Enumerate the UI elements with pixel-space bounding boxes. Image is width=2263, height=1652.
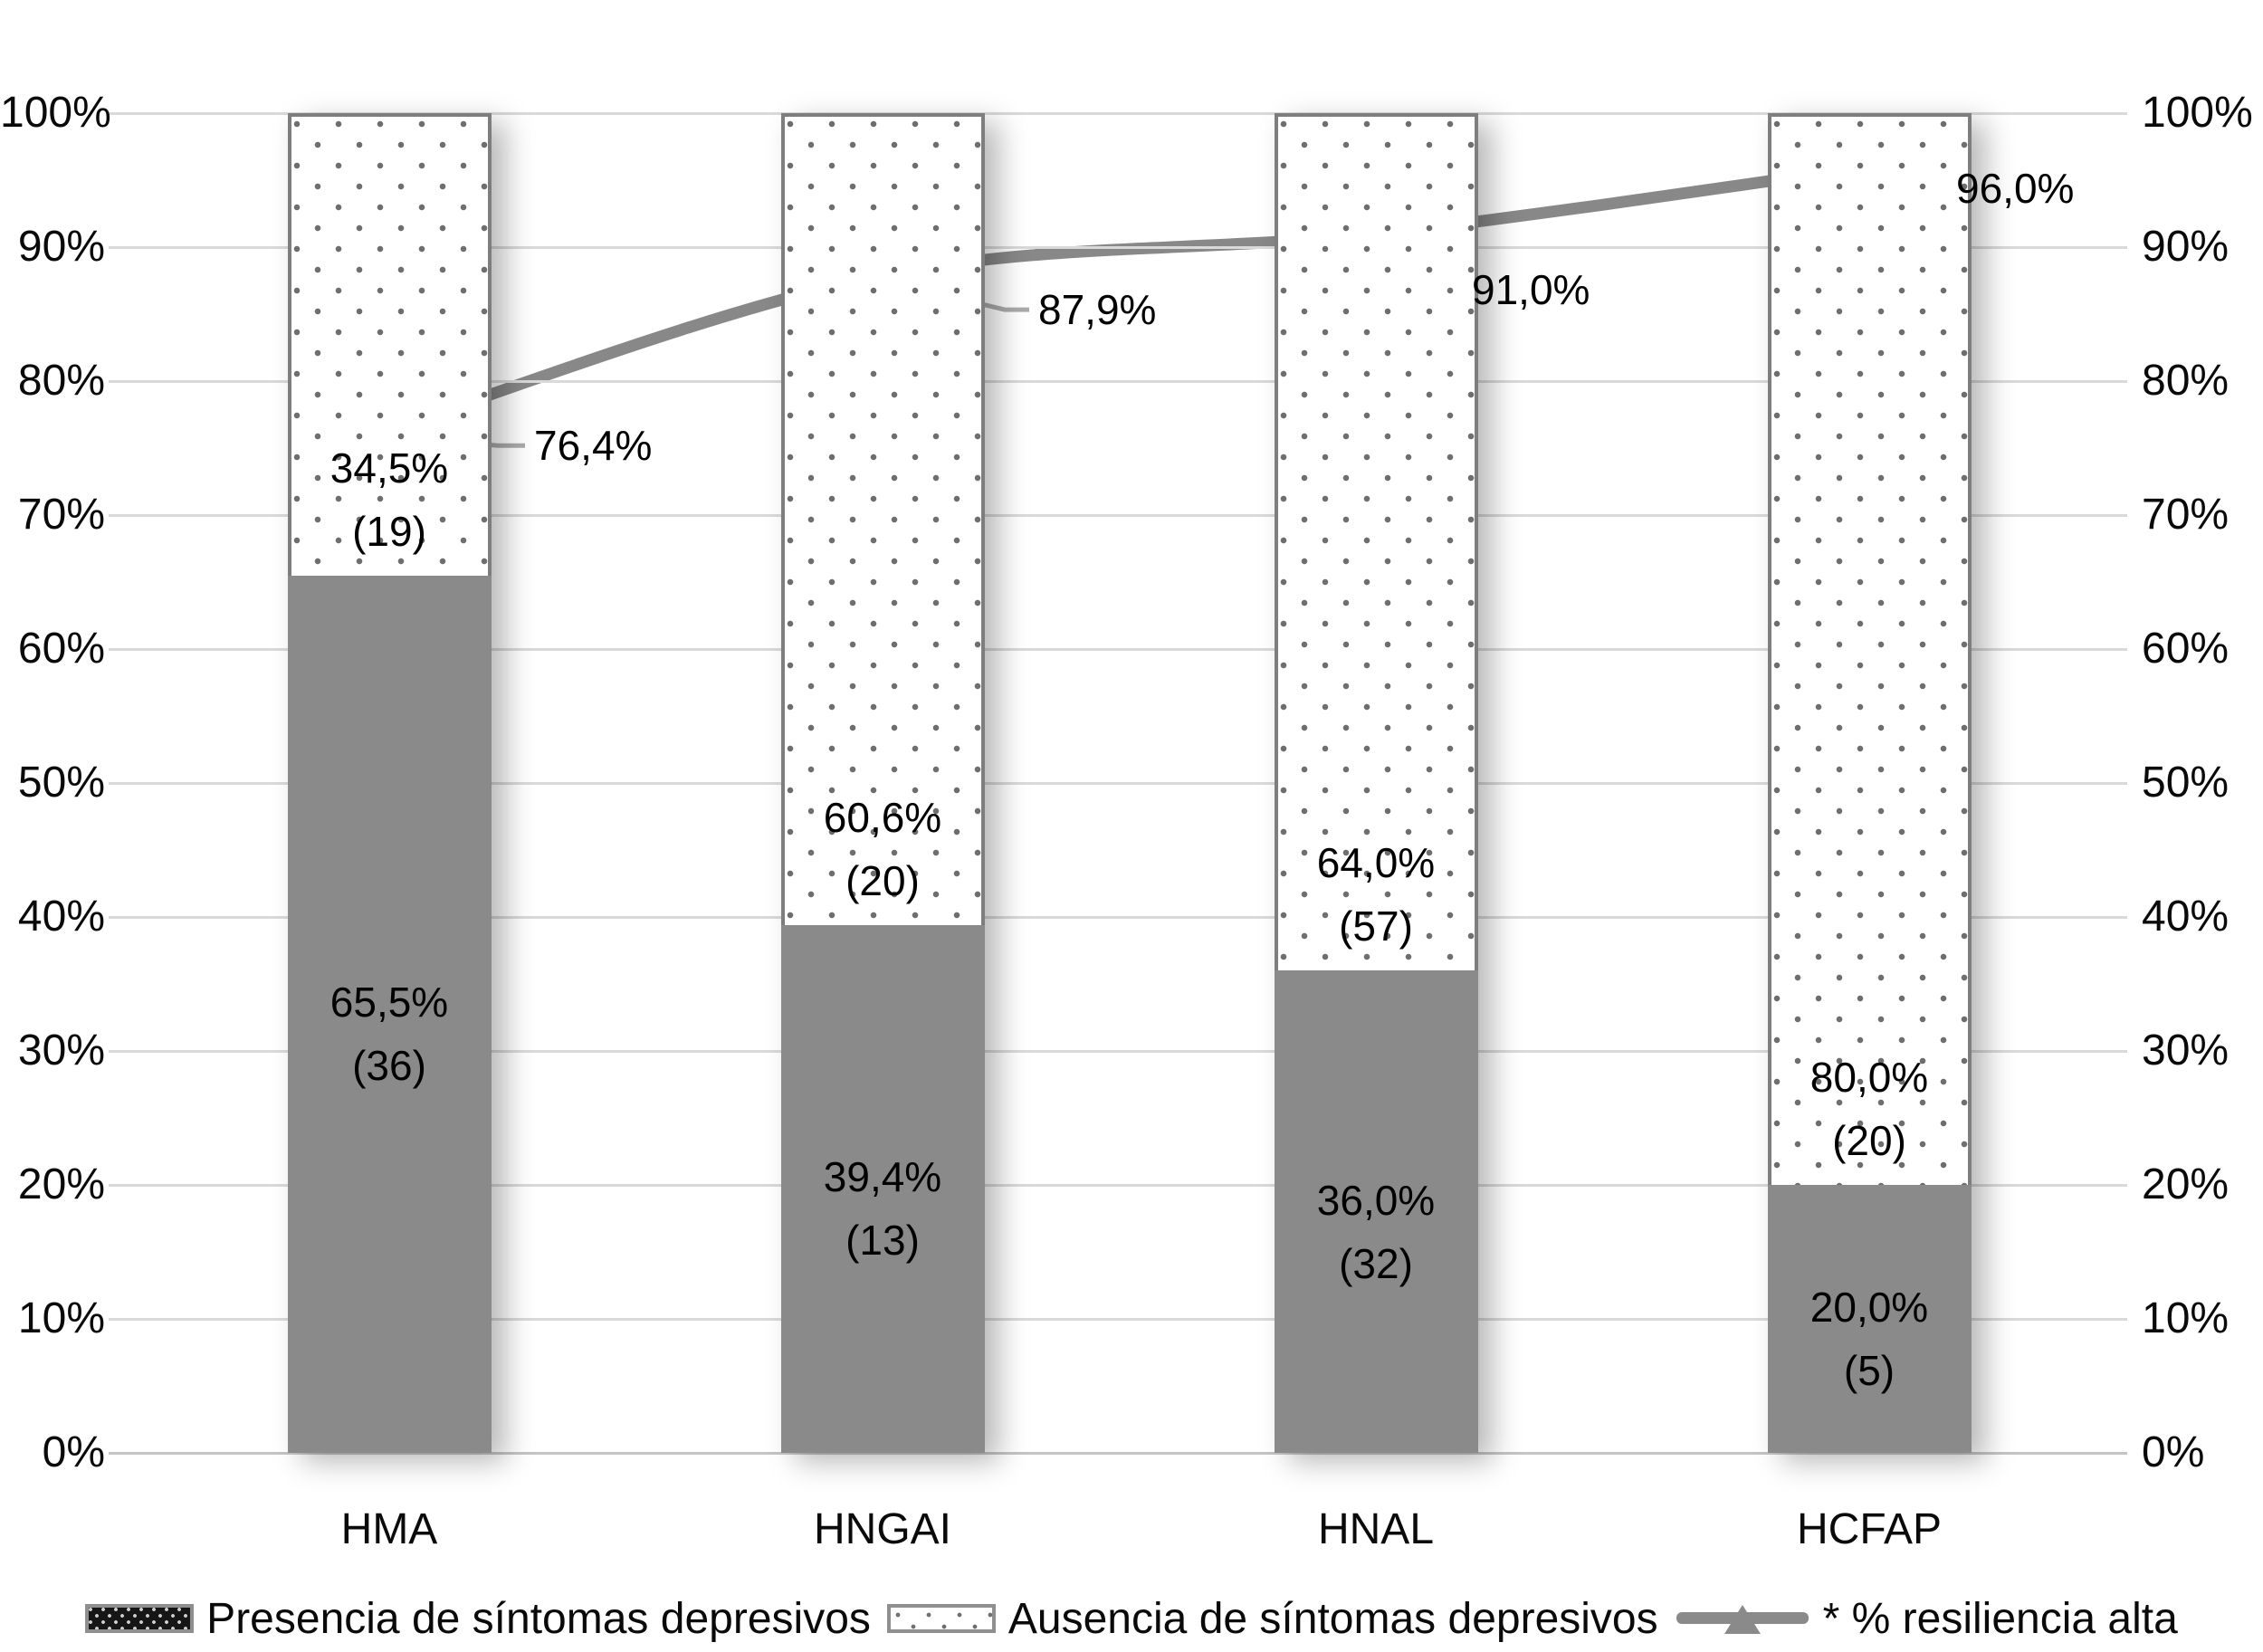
legend-item-absence: Ausencia de síntomas depresivos: [886, 1594, 1658, 1644]
gridline: [109, 1318, 2127, 1321]
y-axis-left-tick-label: 100%: [0, 89, 111, 137]
bar-segment-absence: 60,6% (20): [780, 113, 985, 925]
y-axis-right-tick-label: 70%: [2142, 491, 2230, 539]
absence-value-label: 64,0%: [1316, 839, 1436, 887]
gridline: [109, 782, 2127, 785]
presence-count-label: (13): [845, 1217, 920, 1265]
y-axis-right-tick-label: 100%: [2142, 89, 2253, 137]
category-label: HMA: [340, 1505, 438, 1553]
gridline: [109, 648, 2127, 651]
absence-count-label: (19): [352, 507, 426, 555]
y-axis-left-tick-label: 90%: [17, 223, 105, 271]
legend-label-absence: Ausencia de síntomas depresivos: [1007, 1594, 1658, 1643]
gridline: [109, 112, 2127, 115]
y-axis-left-tick-label: 0%: [42, 1428, 105, 1476]
y-axis-right-tick-label: 50%: [2142, 759, 2230, 807]
y-axis-left-tick-label: 70%: [17, 491, 105, 539]
presence-value-label: 65,5%: [329, 979, 449, 1027]
absence-value-label: 34,5%: [329, 444, 449, 492]
line-point-label: 96,0%: [1956, 165, 2075, 213]
y-axis-right-tick-label: 20%: [2142, 1160, 2230, 1208]
gridline: [109, 916, 2127, 919]
absence-value-label: 60,6%: [823, 793, 942, 841]
presence-label-group: 20,0% (5): [1768, 1275, 1972, 1402]
category-label: HCFAP: [1796, 1505, 1943, 1553]
gridline: [109, 380, 2127, 383]
y-axis-left-tick-label: 50%: [17, 759, 105, 807]
absence-label-group: 60,6% (20): [785, 786, 981, 912]
absence-count-label: (20): [1832, 1117, 1906, 1164]
y-axis-left-tick-label: 60%: [17, 625, 105, 673]
absence-swatch-icon: [886, 1604, 996, 1633]
gridline: [109, 1184, 2127, 1187]
bar-segment-presence: 65,5% (36): [287, 575, 492, 1453]
absence-count-label: (20): [845, 856, 920, 904]
resilience-line: [383, 160, 1876, 435]
legend-item-presence: Presencia de síntomas depresivos: [85, 1594, 871, 1644]
y-axis-left-tick-label: 10%: [17, 1294, 105, 1342]
y-axis-left-tick-label: 80%: [17, 357, 105, 405]
y-axis-right-tick-label: 60%: [2142, 625, 2230, 673]
y-axis-right-tick-label: 30%: [2142, 1027, 2230, 1074]
gridline: [109, 514, 2127, 517]
line-marker-swatch-icon: [1676, 1605, 1809, 1634]
bar-segment-absence: 64,0% (57): [1274, 113, 1478, 971]
absence-label-group: 80,0% (20): [1771, 1046, 1968, 1172]
bar-segment-presence: 39,4% (13): [780, 924, 985, 1453]
bar-segment-absence: 80,0% (20): [1767, 113, 1972, 1185]
presence-swatch-icon: [85, 1604, 195, 1633]
category-label: HNAL: [1317, 1505, 1435, 1553]
y-axis-right-tick-label: 0%: [2142, 1428, 2205, 1476]
bar-column: 80,0% (20) 20,0% (5): [1767, 113, 1972, 1453]
presence-value-label: 36,0%: [1316, 1176, 1436, 1224]
legend-item-resilience: * % resiliencia alta: [1675, 1594, 2178, 1644]
presence-count-label: (36): [352, 1042, 426, 1090]
gridline: [109, 1452, 2127, 1455]
bar-segment-presence: 20,0% (5): [1767, 1185, 1972, 1453]
absence-label-group: 34,5% (19): [291, 436, 488, 563]
legend-label-presence: Presencia de síntomas depresivos: [206, 1594, 871, 1643]
bar-column: 64,0% (57) 36,0% (32): [1274, 113, 1478, 1453]
y-axis-right-tick-label: 80%: [2142, 357, 2230, 405]
line-point-label: 91,0%: [1472, 266, 1590, 314]
bar-column: 60,6% (20) 39,4% (13): [780, 113, 985, 1453]
line-point-label: 76,4%: [534, 422, 653, 470]
absence-label-group: 64,0% (57): [1278, 831, 1475, 958]
bar-segment-presence: 36,0% (32): [1274, 970, 1478, 1453]
presence-value-label: 20,0%: [1809, 1284, 1929, 1331]
presence-label-group: 65,5% (36): [288, 970, 492, 1097]
y-axis-left-tick-label: 30%: [17, 1027, 105, 1074]
legend-label-resilience: * % resiliencia alta: [1822, 1594, 2178, 1643]
gridline: [109, 246, 2127, 249]
category-label: HNGAI: [813, 1505, 951, 1553]
y-axis-right-tick-label: 90%: [2142, 223, 2230, 271]
line-point-label: 87,9%: [1038, 286, 1157, 334]
bar-segment-absence: 34,5% (19): [287, 113, 492, 576]
presence-count-label: (32): [1339, 1239, 1413, 1287]
presence-label-group: 36,0% (32): [1275, 1169, 1478, 1295]
y-axis-right-tick-label: 10%: [2142, 1294, 2230, 1342]
presence-count-label: (5): [1843, 1347, 1895, 1394]
absence-count-label: (57): [1339, 902, 1413, 950]
legend: Presencia de síntomas depresivos Ausenci…: [0, 1590, 2263, 1647]
bar-column: 34,5% (19) 65,5% (36): [287, 113, 492, 1453]
absence-value-label: 80,0%: [1809, 1054, 1929, 1101]
y-axis-left-tick-label: 20%: [17, 1160, 105, 1208]
presence-label-group: 39,4% (13): [781, 1145, 985, 1272]
y-axis-right-tick-label: 40%: [2142, 893, 2230, 941]
gridline: [109, 1050, 2127, 1053]
y-axis-left-tick-label: 40%: [17, 893, 105, 941]
presence-value-label: 39,4%: [823, 1153, 942, 1201]
